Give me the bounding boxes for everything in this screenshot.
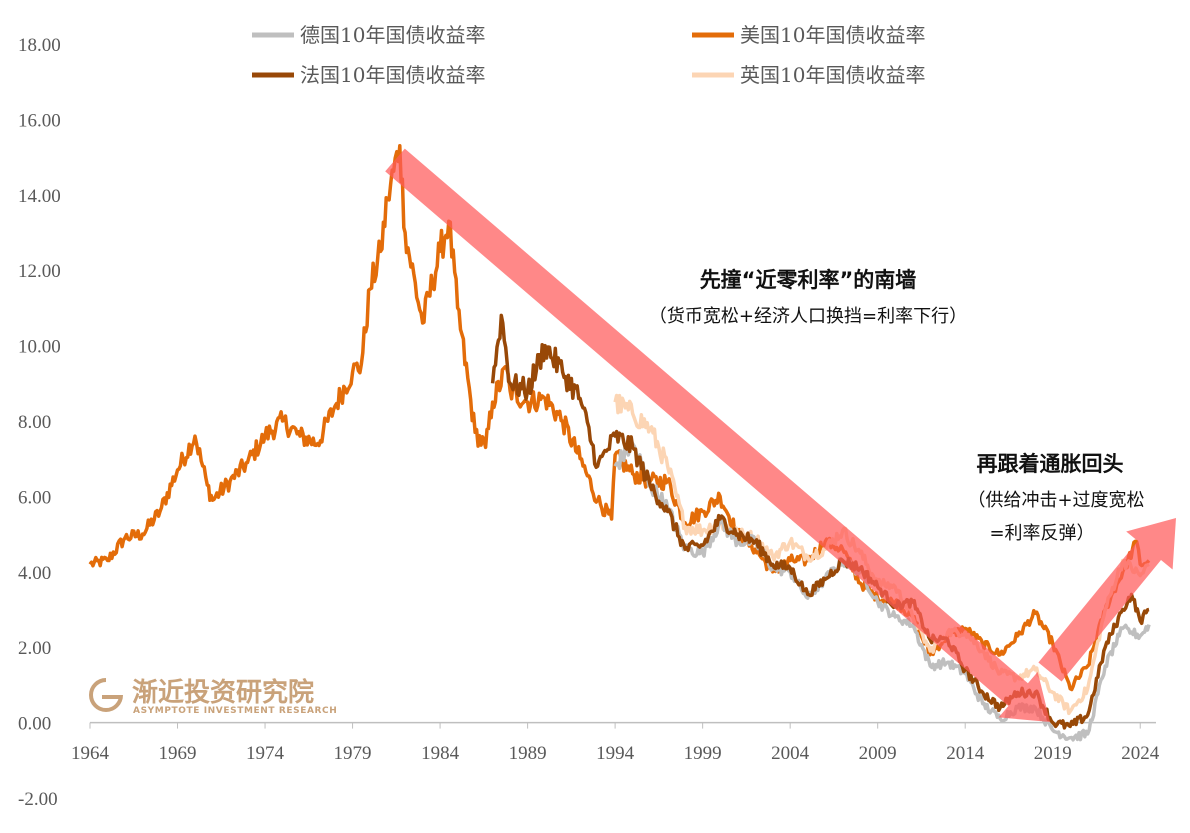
x-tick-label: 1999	[684, 743, 722, 764]
annotation-up-subtitle-line2: =利率反弹）	[989, 523, 1094, 544]
annotation-down-title: 先撞“近零利率”的南墙	[700, 268, 917, 292]
x-tick-label: 2019	[1034, 743, 1072, 764]
y-tick-label: 6.00	[18, 487, 51, 508]
x-axis-ticks: 1964 1969 1974 1979 1984 1989 1994 1999 2004 2009…	[71, 722, 1160, 764]
y-tick-label: 14.00	[18, 186, 61, 207]
brand-logo: 渐近投资研究院 ASYMPTOTE INVESTMENT RESEARCH	[89, 676, 337, 716]
legend-label-uk: 英国10年国债收益率	[740, 63, 925, 87]
y-tick-label: 4.00	[18, 563, 51, 584]
series-line-germany	[613, 438, 1151, 742]
legend: 德国10年国债收益率 美国10年国债收益率 法国10年国债收益率 英国10年国债…	[252, 23, 925, 87]
legend-item-uk: 英国10年国债收益率	[692, 63, 925, 87]
x-tick-label: 1984	[421, 743, 460, 764]
y-tick-label: 16.00	[18, 110, 61, 131]
x-tick-label: 2024	[1121, 743, 1160, 764]
legend-item-usa: 美国10年国债收益率	[692, 23, 925, 47]
y-tick-label: 12.00	[18, 261, 61, 282]
annotations: 先撞“近零利率”的南墙 （货币宽松+经济人口换挡=利率下行） 再跟着通胀回头 （…	[649, 268, 1145, 544]
y-tick-label: 0.00	[18, 714, 51, 735]
annotation-up-title: 再跟着通胀回头	[977, 452, 1124, 476]
x-tick-label: 2014	[946, 743, 985, 764]
legend-item-germany: 德国10年国债收益率	[252, 23, 485, 47]
x-tick-label: 1969	[159, 743, 197, 764]
legend-label-france: 法国10年国债收益率	[300, 63, 485, 87]
legend-item-france: 法国10年国债收益率	[252, 63, 485, 87]
x-tick-label: 1964	[71, 743, 110, 764]
y-tick-label: 10.00	[18, 337, 61, 358]
annotation-up-subtitle-line1: （供给冲击+过度宽松	[967, 490, 1144, 511]
trend-arrow-down	[385, 148, 1050, 723]
x-tick-label: 1979	[334, 743, 372, 764]
x-tick-label: 1994	[596, 743, 635, 764]
x-tick-label: 2004	[771, 743, 810, 764]
trend-arrow-up	[1038, 518, 1176, 682]
x-tick-label: 1974	[246, 743, 285, 764]
legend-label-germany: 德国10年国债收益率	[300, 23, 485, 47]
series-line-usa	[88, 144, 1151, 692]
x-tick-label: 2009	[859, 743, 897, 764]
logo-english-text: ASYMPTOTE INVESTMENT RESEARCH	[133, 706, 337, 716]
y-tick-label: 2.00	[18, 638, 51, 659]
logo-chinese-text: 渐近投资研究院	[132, 677, 314, 708]
y-tick-label: 18.00	[18, 35, 61, 56]
series-lines	[88, 144, 1151, 742]
y-axis-ticks: 18.00 16.00 14.00 12.00 10.00 8.00 6.00 4.00 2.0…	[18, 35, 61, 810]
y-tick-label: 8.00	[18, 412, 51, 433]
legend-label-usa: 美国10年国债收益率	[740, 23, 925, 47]
y-tick-label: -2.00	[18, 789, 58, 810]
trend-arrows	[385, 148, 1176, 723]
x-tick-label: 1989	[509, 743, 547, 764]
annotation-down-subtitle: （货币宽松+经济人口换挡=利率下行）	[649, 306, 967, 327]
logo-mark-icon	[89, 676, 126, 712]
